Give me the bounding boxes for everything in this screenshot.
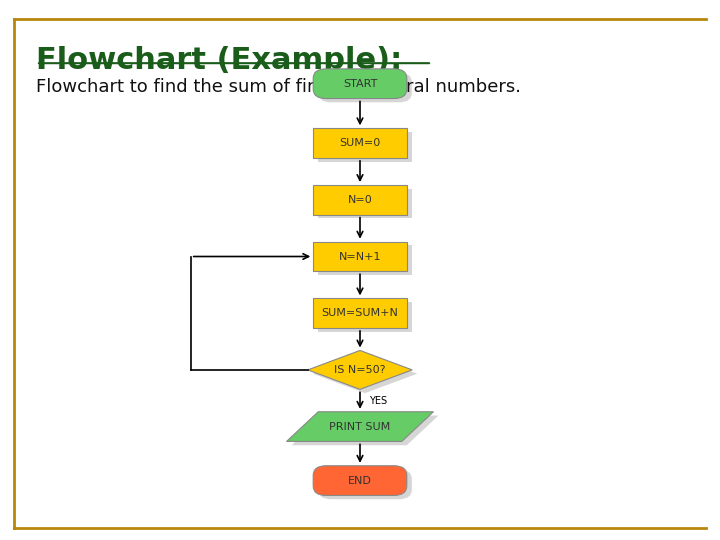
FancyBboxPatch shape — [313, 241, 407, 271]
Polygon shape — [312, 354, 418, 393]
FancyBboxPatch shape — [318, 132, 412, 162]
Text: YES: YES — [369, 395, 387, 406]
Text: Flowchart to find the sum of first 50 natural numbers.: Flowchart to find the sum of first 50 na… — [36, 78, 521, 96]
Text: Flowchart (Example):: Flowchart (Example): — [36, 46, 402, 75]
Text: END: END — [348, 476, 372, 485]
Text: START: START — [343, 79, 377, 89]
Text: PRINT SUM: PRINT SUM — [329, 422, 391, 431]
Polygon shape — [308, 350, 412, 389]
FancyBboxPatch shape — [318, 72, 412, 102]
FancyBboxPatch shape — [313, 128, 407, 158]
FancyBboxPatch shape — [318, 245, 412, 275]
Polygon shape — [287, 411, 433, 442]
Text: SUM=0: SUM=0 — [339, 138, 381, 148]
FancyBboxPatch shape — [313, 185, 407, 214]
FancyBboxPatch shape — [318, 469, 412, 499]
FancyBboxPatch shape — [318, 302, 412, 332]
Text: SUM=SUM+N: SUM=SUM+N — [322, 308, 398, 318]
Polygon shape — [292, 416, 438, 445]
FancyBboxPatch shape — [318, 188, 412, 218]
FancyBboxPatch shape — [313, 298, 407, 328]
Text: N=N+1: N=N+1 — [338, 252, 382, 261]
FancyBboxPatch shape — [313, 69, 407, 98]
FancyBboxPatch shape — [313, 465, 407, 496]
Text: N=0: N=0 — [348, 195, 372, 205]
Text: IS N=50?: IS N=50? — [334, 365, 386, 375]
